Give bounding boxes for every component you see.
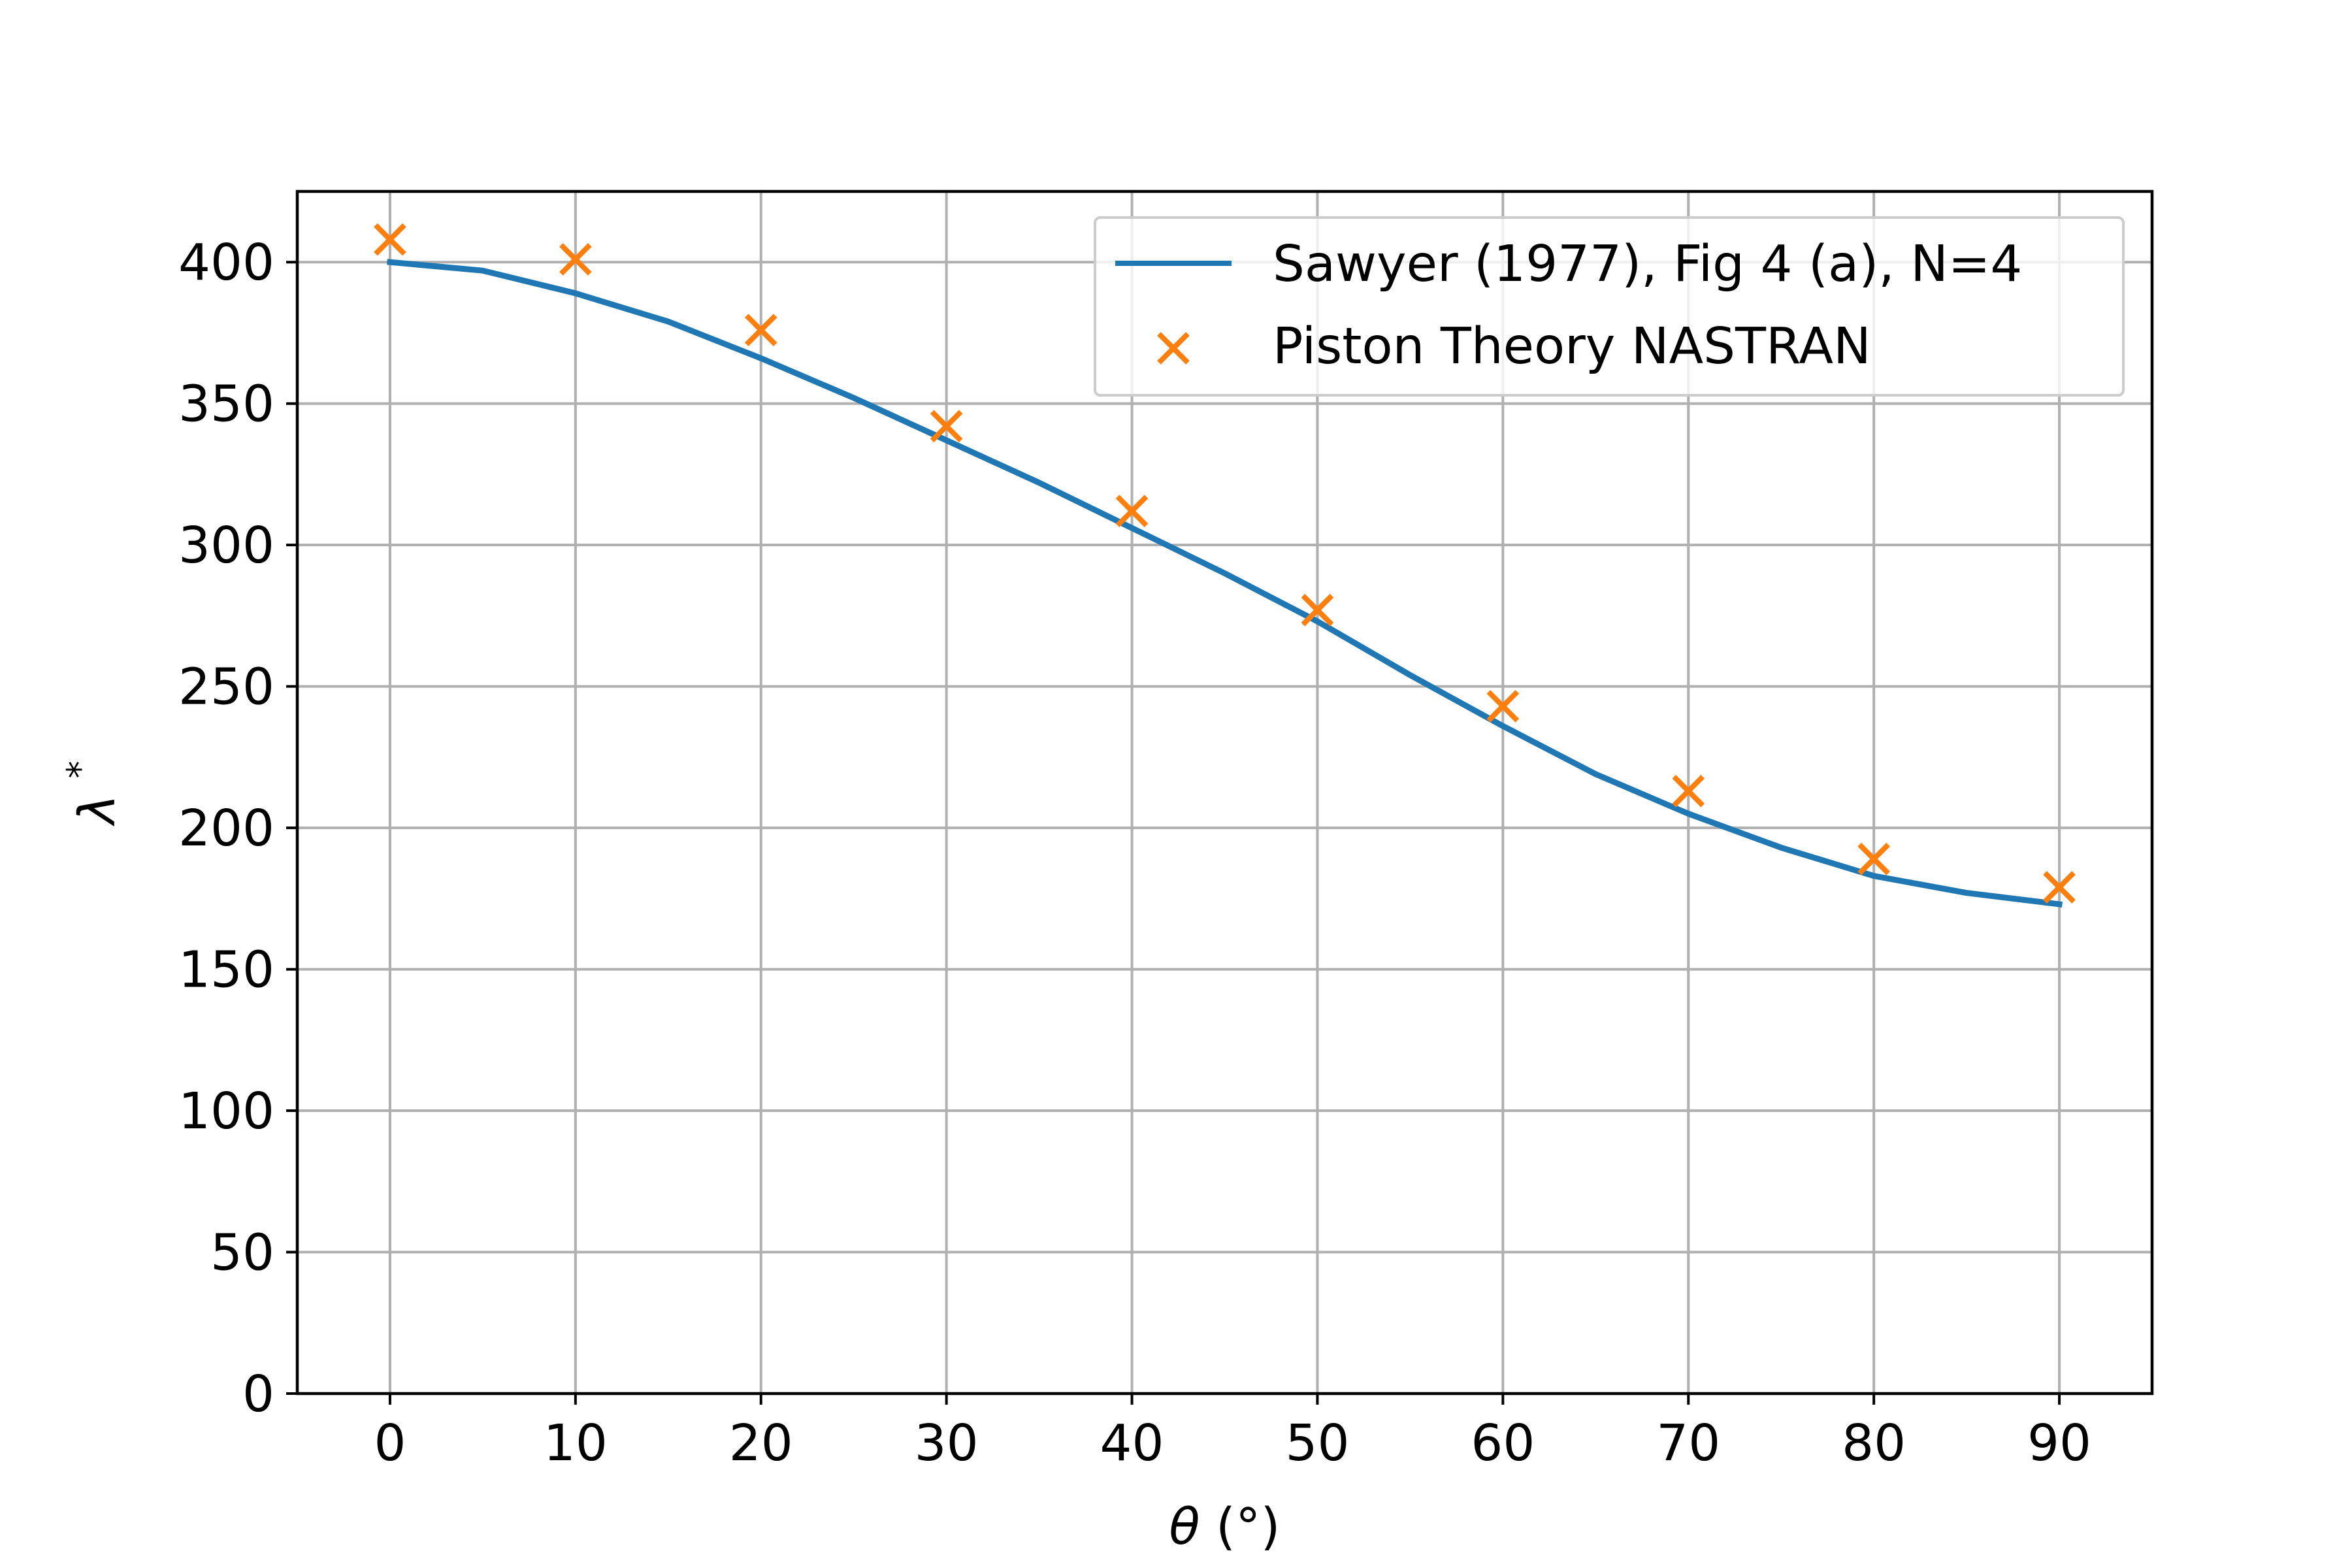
legend-label-sawyer: Sawyer (1977), Fig 4 (a), N=4 <box>1273 235 2022 293</box>
marker-stroke <box>1672 775 1705 808</box>
x-axis-unit: (°) <box>1216 1498 1281 1556</box>
legend: Sawyer (1977), Fig 4 (a), N=4 Piston The… <box>1094 216 2125 397</box>
y-axis-superscript: * <box>59 760 101 778</box>
x-tick-label: 60 <box>1471 1414 1535 1473</box>
series-line-sawyer <box>387 259 2063 908</box>
marker-stroke <box>744 314 777 346</box>
scatter-point-piston-theory <box>744 314 777 346</box>
marker-stroke <box>2043 871 2076 904</box>
y-tick-label: 350 <box>178 376 274 434</box>
x-tick-label: 70 <box>1656 1414 1720 1473</box>
scatter-point-piston-theory <box>2043 871 2076 904</box>
series-layer <box>374 223 2076 908</box>
scatter-point-piston-theory <box>930 410 963 443</box>
marker-stroke <box>930 410 963 443</box>
plot-frame <box>295 189 2154 1396</box>
y-axis-symbol: λ <box>69 794 127 827</box>
y-tick-label: 0 <box>242 1365 274 1424</box>
y-tick-label: 400 <box>178 234 274 292</box>
x-tick-label: 30 <box>915 1414 979 1473</box>
marker-stroke <box>1301 593 1334 627</box>
ticks: 0 10 20 30 40 50 60 70 80 90 0 50 100 150 200 250 300 350… <box>178 234 2091 1473</box>
y-tick-label: 200 <box>178 800 274 858</box>
legend-box <box>1094 216 2125 397</box>
legend-label-piston-theory: Piston Theory NASTRAN <box>1273 318 1871 376</box>
y-tick-label: 250 <box>178 659 274 717</box>
x-tick-label: 20 <box>729 1414 793 1473</box>
scatter-point-piston-theory <box>1486 690 1520 723</box>
marker-stroke <box>1115 495 1149 528</box>
scatter-point-piston-theory <box>374 223 406 256</box>
y-tick-label: 100 <box>178 1083 274 1141</box>
x-tick-label: 90 <box>2027 1414 2091 1473</box>
marker-stroke <box>1486 690 1520 723</box>
x-axis-label: θ (°) <box>1169 1498 1280 1556</box>
x-axis-symbol: θ <box>1169 1498 1200 1556</box>
marker-stroke <box>374 223 406 256</box>
scatter-point-piston-theory <box>559 243 592 276</box>
x-tick-label: 40 <box>1100 1414 1164 1473</box>
y-tick-label: 150 <box>178 941 274 1000</box>
x-tick-label: 50 <box>1285 1414 1349 1473</box>
x-tick-label: 10 <box>544 1414 608 1473</box>
y-axis-label: λ * <box>59 760 127 826</box>
y-tick-label: 300 <box>178 517 274 575</box>
marker-stroke <box>1857 842 1890 875</box>
scatter-point-piston-theory <box>1115 495 1149 528</box>
legend-marker-swatch <box>1157 332 1190 365</box>
marker-stroke <box>1157 332 1190 365</box>
scatter-point-piston-theory <box>1857 842 1890 875</box>
x-tick-label: 80 <box>1842 1414 1906 1473</box>
scatter-point-piston-theory <box>1672 775 1705 808</box>
scatter-point-piston-theory <box>1301 593 1334 627</box>
marker-stroke <box>559 243 592 276</box>
x-tick-label: 0 <box>374 1414 406 1473</box>
y-tick-label: 50 <box>210 1224 274 1282</box>
